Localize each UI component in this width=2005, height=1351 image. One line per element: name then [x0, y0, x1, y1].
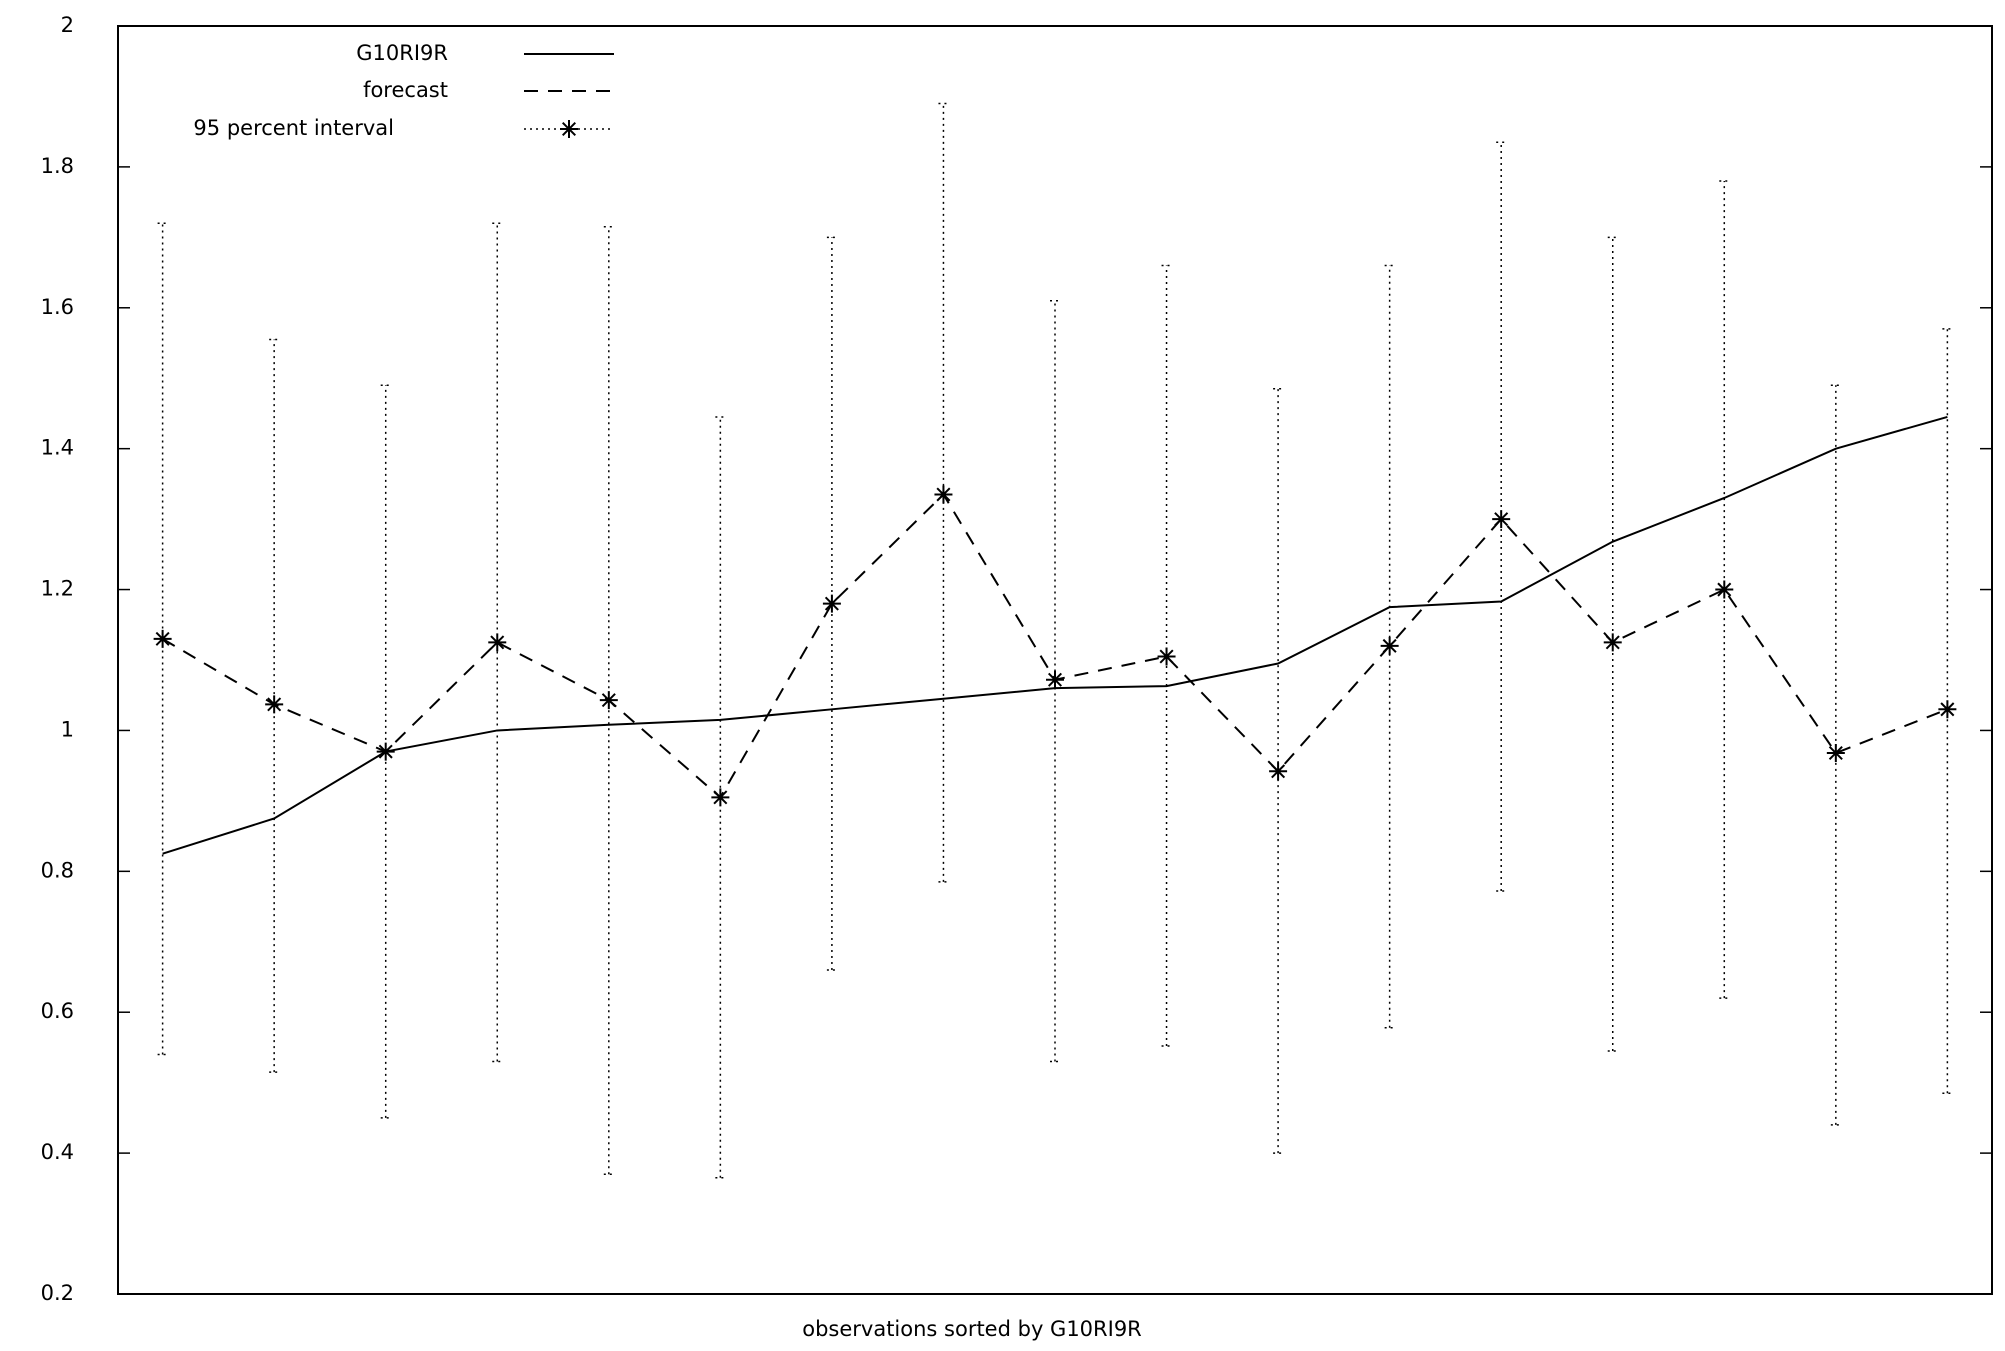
legend-label: G10RI9R	[356, 41, 448, 65]
interval-bar	[1830, 384, 1841, 1126]
forecast-marker	[488, 633, 507, 652]
y-tick-label: 2	[61, 13, 74, 37]
plot-frame	[117, 25, 1993, 1295]
interval-bar	[1942, 328, 1953, 1094]
legend-label: forecast	[363, 78, 448, 102]
forecast-marker	[1269, 762, 1288, 781]
forecast-marker	[1938, 700, 1957, 719]
forecast-marker	[1603, 633, 1622, 652]
x-axis-label: observations sorted by G10RI9R	[802, 1317, 1142, 1341]
forecast-marker	[1046, 670, 1064, 689]
forecast-marker	[599, 691, 618, 710]
forecast-marker	[376, 742, 395, 761]
forecast-marker	[1826, 743, 1845, 762]
y-tick-label: 1.8	[41, 154, 74, 178]
interval-bar	[492, 222, 503, 1063]
forecast-marker	[1380, 636, 1399, 655]
y-tick-label: 1.6	[41, 295, 74, 319]
y-tick-label: 0.8	[41, 858, 74, 882]
forecast-marker	[265, 695, 284, 714]
interval-bar	[1496, 141, 1507, 892]
forecast-marker	[1492, 510, 1511, 529]
forecast-marker	[1157, 647, 1176, 666]
interval-bar	[938, 102, 949, 883]
y-tick-label: 0.4	[41, 1140, 74, 1164]
y-tick-label: 1.2	[41, 577, 74, 601]
forecast-marker	[1715, 580, 1734, 599]
interval-bar	[1273, 388, 1284, 1154]
y-tick-label: 1	[61, 717, 74, 741]
forecast-marker	[711, 788, 730, 807]
interval-bar	[1050, 299, 1060, 1063]
forecast-marker	[822, 594, 841, 613]
y-tick-label: 0.6	[41, 999, 74, 1023]
interval-bar	[1384, 264, 1395, 1029]
forecast-marker	[934, 485, 953, 504]
forecast-marker	[153, 629, 172, 648]
interval-bar	[1607, 236, 1618, 1052]
y-tick-label: 1.4	[41, 436, 74, 460]
interval-bar	[715, 416, 726, 1179]
interval-bar	[603, 226, 614, 1175]
legend-label: 95 percent interval	[193, 116, 394, 140]
legend-marker	[560, 120, 578, 138]
y-tick-label: 0.2	[41, 1281, 74, 1305]
